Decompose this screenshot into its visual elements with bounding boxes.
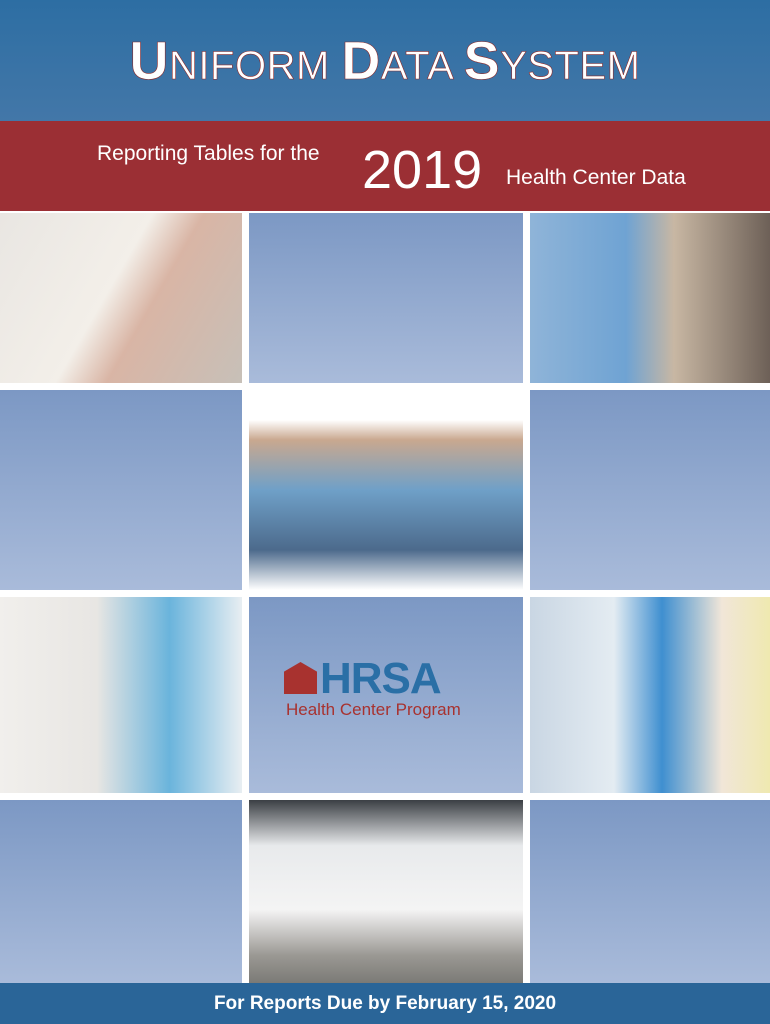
report-year: 2019 (362, 140, 483, 200)
subtitle-prefix: Reporting Tables for the (97, 142, 320, 165)
house-people-icon (284, 662, 317, 694)
title-initial: S (463, 31, 501, 92)
photo-dentist (0, 597, 242, 793)
blue-tile (0, 390, 242, 590)
subtitle-suffix: Health Center Data (506, 166, 686, 189)
title-band: UNIFORM DATA SYSTEM (0, 0, 770, 121)
blue-tile (530, 800, 770, 983)
logo-name: HRSA (320, 654, 442, 703)
photo-telehealth (0, 213, 242, 383)
subtitle-band: Reporting Tables for the 2019 Health Cen… (0, 121, 770, 211)
title-initial: D (341, 31, 381, 92)
document-title: UNIFORM DATA SYSTEM (0, 30, 770, 92)
logo-tagline: Health Center Program (286, 700, 461, 719)
title-initial: U (129, 31, 170, 92)
hrsa-logo-tile: HRSA Health Center Program (249, 597, 523, 793)
photo-senior-walker (249, 800, 523, 983)
photo-doctors (530, 213, 770, 383)
photo-community-group (249, 390, 523, 590)
blue-tile (0, 800, 242, 983)
title-word: YSTEM (500, 44, 641, 89)
title-word: NIFORM (169, 44, 342, 89)
blue-tile (530, 390, 770, 590)
due-date-footer: For Reports Due by February 15, 2020 (0, 983, 770, 1024)
title-word: ATA (380, 44, 464, 89)
blue-tile (249, 213, 523, 383)
photo-blood-pressure (530, 597, 770, 793)
